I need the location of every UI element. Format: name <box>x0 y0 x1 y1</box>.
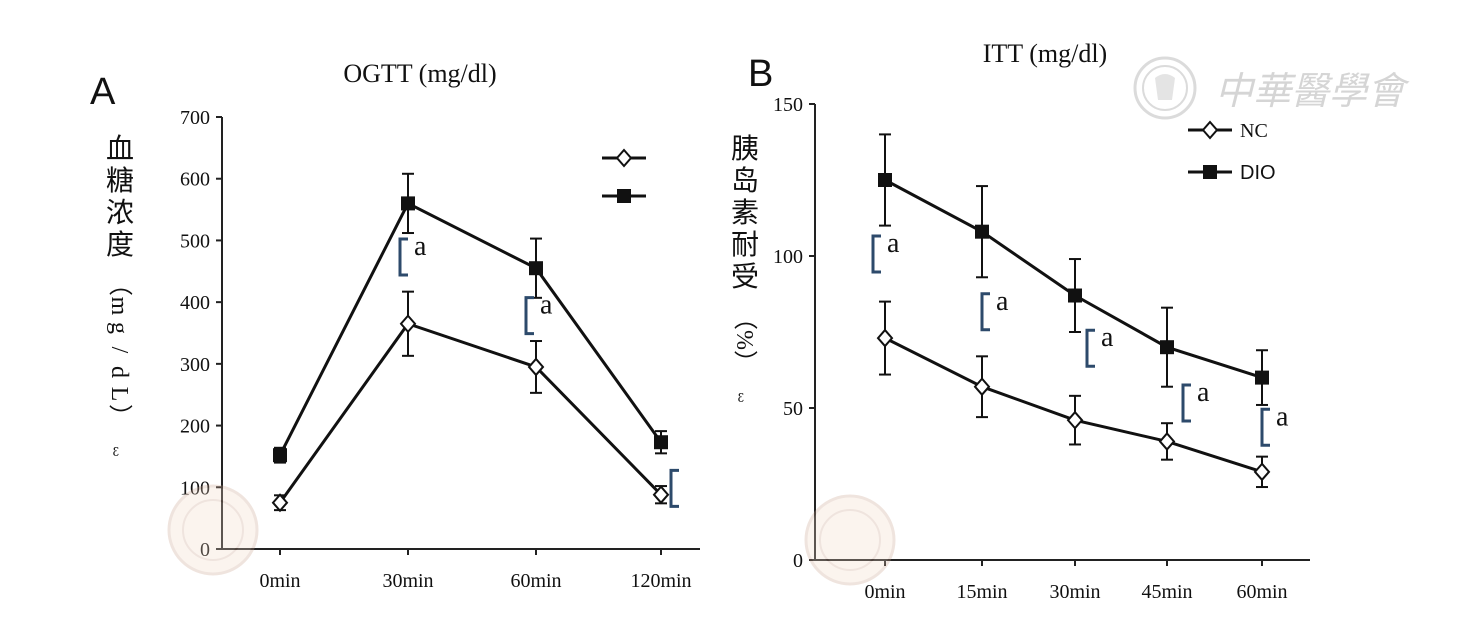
significance-label: a <box>540 290 553 321</box>
ylabel-unit-char: ） <box>106 404 132 428</box>
panel-letter-b: B <box>748 53 773 95</box>
ylabel-char: 岛 <box>731 165 759 197</box>
panel-letter-a: A <box>90 71 116 113</box>
data-point-dio <box>1068 288 1082 303</box>
significance-bracket <box>1181 383 1191 423</box>
y-tick-label: 150 <box>773 94 803 116</box>
chart-b-title: ITT (mg/dl) <box>983 39 1107 68</box>
data-point-dio <box>1160 340 1174 355</box>
ylabel-char: 胰 <box>731 133 759 165</box>
ylabel-unit-char: % <box>731 330 757 350</box>
x-tick-label: 0min <box>864 581 905 603</box>
y-tick-label: 600 <box>180 169 210 191</box>
data-point-nc <box>399 314 417 334</box>
watermark-text: 中華醫學會 <box>1215 71 1410 113</box>
x-tick-label: 0min <box>259 570 300 592</box>
data-point-nc <box>876 328 894 348</box>
significance-bracket <box>398 237 408 277</box>
ylabel-char: 耐 <box>731 229 759 261</box>
data-point-dio <box>878 173 892 187</box>
data-point-dio <box>654 435 668 450</box>
ylabel-unit-char: m <box>106 297 132 316</box>
ylabel-unit-char: / <box>106 347 132 354</box>
significance-label: a <box>1276 401 1289 432</box>
chart-a: 0 100 200 300 400 500 600 700 0min 30min 60min 120m… <box>180 107 700 592</box>
legend-marker-dio <box>617 189 631 203</box>
data-point-nc <box>527 357 545 377</box>
ylabel-char: 血 <box>106 133 134 165</box>
ylabel-char: 糖 <box>106 165 134 197</box>
data-point-nc <box>1066 410 1084 430</box>
y-tick-label: 100 <box>180 477 210 499</box>
significance-bracket <box>524 296 534 336</box>
ylabel-char: 素 <box>731 197 759 229</box>
x-tick-label: 30min <box>382 570 433 592</box>
significance-label: a <box>414 231 427 262</box>
ylabel-unit-char: d <box>106 366 132 378</box>
data-point-nc <box>652 485 670 505</box>
watermark-seal-icon <box>1133 56 1197 120</box>
legend-label-dio: DIO <box>1240 162 1276 184</box>
x-tick-label: 60min <box>510 570 561 592</box>
legend-label-nc: NC <box>1240 120 1268 142</box>
legend-marker-nc <box>615 148 633 168</box>
ylabel-unit-char: L <box>106 387 132 402</box>
significance-bracket <box>871 234 881 274</box>
data-point-dio <box>273 448 287 463</box>
seal-b-icon <box>804 494 896 586</box>
y-tick-label: 0 <box>793 550 803 572</box>
data-point-dio <box>975 224 989 239</box>
significance-bracket <box>980 292 990 332</box>
data-point-dio <box>529 261 543 276</box>
ylabel-char: 受 <box>731 261 759 293</box>
series-line-nc <box>278 321 663 504</box>
ylabel-unit-char: ） <box>731 350 757 374</box>
y-tick-label: 700 <box>180 107 210 129</box>
series-line-dio <box>278 201 663 456</box>
data-point-dio <box>1255 370 1269 385</box>
chart-a-title: OGTT (mg/dl) <box>343 59 496 88</box>
significance-label: a <box>996 286 1009 317</box>
chart-b: 0 50 100 150 0min 15min 30min 45min 60min a a a a a NC… <box>773 94 1310 603</box>
y-tick-label: 50 <box>783 398 803 420</box>
y-tick-label: 500 <box>180 230 210 252</box>
y-tick-label: 100 <box>773 246 803 268</box>
ylabel-char: 度 <box>106 229 134 261</box>
significance-label: a <box>887 228 900 259</box>
ylabel-tail: ꜫ <box>738 391 745 405</box>
y-tick-label: 0 <box>200 539 210 561</box>
significance-bracket <box>1260 407 1270 447</box>
data-point-dio <box>401 196 415 211</box>
significance-bracket <box>669 468 679 508</box>
significance-label: a <box>1101 322 1114 353</box>
x-tick-label: 15min <box>956 581 1007 603</box>
series-line-dio <box>884 178 1263 380</box>
ylabel-char: 浓 <box>106 197 134 229</box>
x-tick-label: 45min <box>1141 581 1192 603</box>
legend-marker-dio <box>1203 165 1217 179</box>
ylabel-unit-char: （ <box>106 272 132 296</box>
data-point-nc <box>1253 462 1271 482</box>
y-tick-label: 400 <box>180 292 210 314</box>
ylabel-unit-char: g <box>106 322 132 334</box>
x-tick-label: 60min <box>1236 581 1287 603</box>
significance-label: a <box>1197 377 1210 408</box>
y-tick-label: 300 <box>180 354 210 376</box>
significance-bracket <box>1085 328 1095 368</box>
legend-marker-nc <box>1201 120 1219 140</box>
y-tick-label: 200 <box>180 416 210 438</box>
data-point-nc <box>973 377 991 397</box>
seal-a-icon <box>167 484 259 576</box>
ylabel-tail: ꜫ <box>113 445 120 459</box>
data-point-nc <box>271 493 289 513</box>
x-tick-label: 120min <box>630 570 691 592</box>
x-tick-label: 30min <box>1049 581 1100 603</box>
data-point-nc <box>1158 431 1176 451</box>
ylabel-unit-char: （ <box>731 306 757 330</box>
